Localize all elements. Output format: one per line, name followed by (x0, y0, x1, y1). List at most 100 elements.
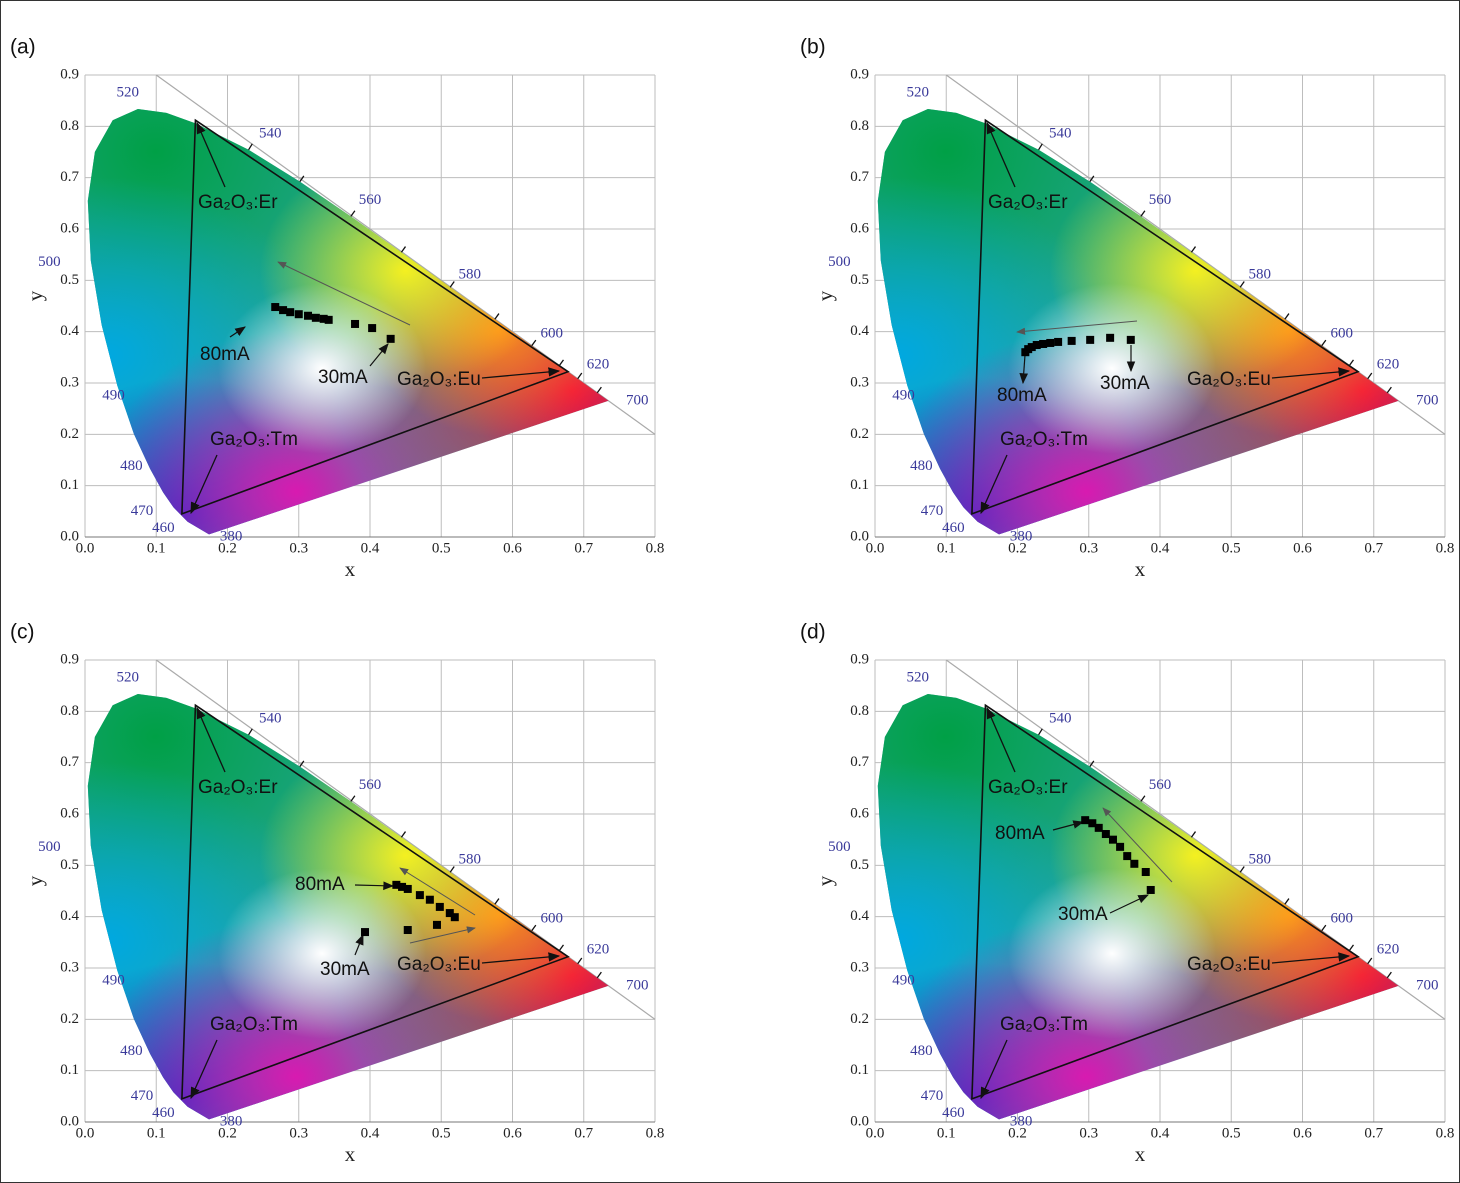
wavelength-label: 580 (1249, 267, 1272, 283)
data-point (1081, 816, 1090, 825)
locus-color (877, 109, 1399, 535)
x-tick-label: 0.8 (1436, 540, 1455, 556)
y-tick-label: 0.3 (850, 959, 869, 975)
x-tick-label: 0.3 (289, 1125, 308, 1141)
annotation-arrow (481, 952, 561, 964)
wavelength-label: 460 (942, 520, 965, 536)
annotation: Ga₂O₃:Er (198, 192, 278, 213)
y-tick-label: 0.2 (850, 426, 869, 442)
wavelength-label: 460 (152, 1105, 175, 1121)
annotation: Ga₂O₃:Eu (397, 369, 481, 390)
wavelength-label: 460 (942, 1105, 965, 1121)
annotation-arrow (481, 367, 561, 379)
x-axis-label: x (1135, 1142, 1146, 1166)
y-tick-label: 0.7 (60, 754, 79, 770)
wavelength-label: 580 (459, 852, 482, 868)
x-axis-label: x (345, 1142, 356, 1166)
data-point (351, 319, 360, 328)
wavelength-label: 700 (626, 977, 649, 993)
wavelength-label: 380 (220, 528, 243, 544)
locus-tick (531, 924, 537, 932)
x-tick-label: 0.2 (1008, 1125, 1027, 1141)
wavelength-label: 600 (540, 911, 563, 927)
trend-arrow (1016, 320, 1138, 335)
data-point (392, 880, 401, 889)
wavelength-label: 480 (910, 458, 933, 474)
wavelength-label: 600 (1330, 326, 1353, 342)
current-label: 30mA (1100, 373, 1150, 394)
wavelength-label: 620 (1377, 356, 1400, 372)
wavelength-label: 560 (359, 192, 382, 208)
current-label: 30mA (1058, 904, 1108, 925)
wavelength-label: 560 (1149, 777, 1172, 793)
x-tick-label: 0.3 (289, 540, 308, 556)
annotation: Ga₂O₃:Er (988, 192, 1068, 213)
locus-tick (558, 944, 565, 951)
wavelength-label: 700 (1416, 977, 1439, 993)
x-tick-label: 0.6 (1293, 1125, 1312, 1141)
wavelength-label: 560 (359, 777, 382, 793)
data-point (432, 920, 441, 929)
current-arrow (1019, 354, 1029, 385)
x-tick-label: 0.6 (503, 540, 522, 556)
y-tick-label: 0.8 (60, 703, 79, 719)
wavelength-label: 380 (1010, 528, 1033, 544)
panel-label: (b) (800, 36, 826, 59)
data-point (324, 315, 333, 324)
current-arrow (369, 343, 389, 367)
current-arrow (1109, 894, 1149, 914)
current-arrow (354, 933, 364, 956)
reference-line (155, 659, 656, 1020)
y-tick-label: 0.9 (60, 651, 79, 667)
wavelength-label: 500 (38, 254, 61, 270)
current-label: 80mA (995, 823, 1045, 844)
wavelength-label: 620 (1377, 941, 1400, 957)
locus-tick (1284, 313, 1290, 320)
data-point (1086, 335, 1095, 344)
x-tick-label: 0.7 (1364, 540, 1383, 556)
locus-tick (350, 210, 356, 217)
x-tick-label: 0.7 (1364, 1125, 1383, 1141)
locus-tick (1284, 898, 1290, 905)
y-tick-label: 0.2 (60, 426, 79, 442)
y-axis-label: y (23, 875, 47, 886)
locus-tick (350, 795, 356, 802)
data-point (386, 334, 395, 343)
y-tick-label: 0.4 (850, 323, 869, 339)
x-tick-label: 0.0 (866, 540, 885, 556)
y-tick-label: 0.2 (60, 1011, 79, 1027)
annotation: Ga₂O₃:Tm (1000, 429, 1088, 450)
wavelength-label: 500 (828, 839, 851, 855)
locus-tick (596, 971, 602, 979)
data-point (1141, 868, 1150, 877)
wavelength-label: 480 (120, 1043, 143, 1059)
locus-tick (558, 359, 565, 366)
wavelength-label: 470 (131, 503, 154, 519)
data-point (271, 303, 280, 312)
y-tick-label: 0.4 (850, 908, 869, 924)
x-tick-label: 0.2 (218, 1125, 237, 1141)
locus-tick (400, 831, 407, 838)
x-tick-label: 0.5 (432, 540, 451, 556)
locus-tick (1386, 386, 1392, 394)
data-point (435, 902, 444, 911)
wavelength-label: 520 (117, 669, 140, 685)
data-point (1054, 337, 1063, 346)
reference-line (155, 74, 656, 435)
wavelength-label: 380 (1010, 1113, 1033, 1129)
y-tick-label: 0.9 (850, 66, 869, 82)
y-tick-label: 0.3 (60, 959, 79, 975)
current-label: 30mA (320, 959, 370, 980)
wavelength-label: 500 (828, 254, 851, 270)
data-point (425, 895, 434, 904)
current-label: 80mA (997, 385, 1047, 406)
data-point (368, 324, 377, 333)
data-point (1126, 335, 1135, 344)
annotation-arrow (196, 706, 226, 773)
x-tick-label: 0.4 (1151, 540, 1170, 556)
locus-tick (299, 175, 305, 182)
locus-tick (1089, 175, 1095, 182)
current-label: 80mA (295, 874, 345, 895)
annotation-arrow (190, 1039, 218, 1100)
locus-tick (1239, 281, 1245, 288)
